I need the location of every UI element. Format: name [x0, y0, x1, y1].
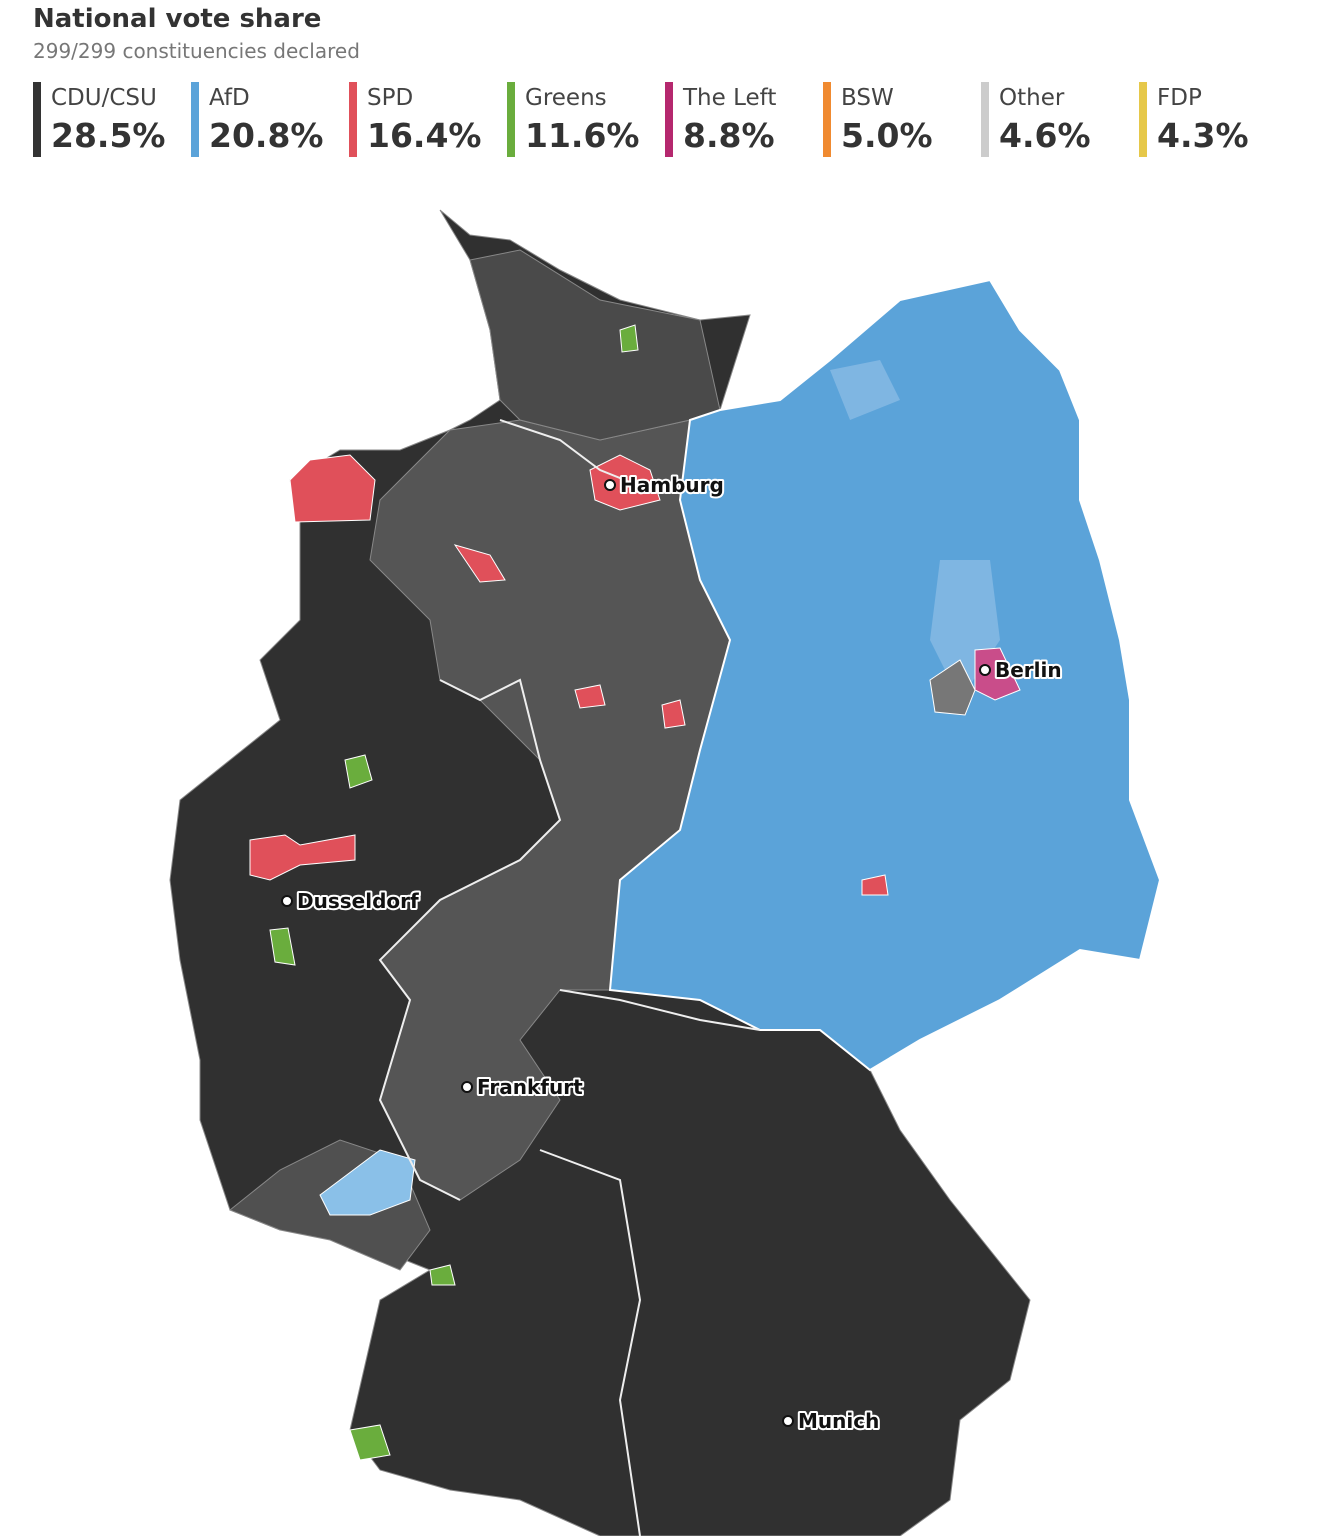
legend-swatch: [823, 82, 831, 157]
other-area: [929, 659, 976, 716]
city-dot: [979, 664, 991, 676]
left-area: [974, 647, 1021, 701]
city-label: Munich: [798, 1409, 879, 1433]
legend-share: 20.8%: [209, 116, 324, 155]
spd-area: [249, 834, 356, 881]
legend-swatch: [33, 82, 41, 157]
legend-party: Greens: [525, 85, 607, 111]
title: National vote share: [33, 4, 321, 34]
legend-party: BSW: [841, 85, 894, 111]
greens-area: [269, 927, 296, 966]
city-label: Berlin: [995, 658, 1062, 682]
legend-party: FDP: [1157, 85, 1202, 111]
city-dot: [281, 895, 293, 907]
legend-swatch: [191, 82, 199, 157]
region-light-blue: [830, 360, 900, 420]
region-gray: [469, 249, 721, 441]
borders: [378, 419, 761, 1536]
state-border: [378, 678, 562, 1201]
legend-swatch: [981, 82, 989, 157]
state-border: [539, 1149, 642, 1536]
legend-party: SPD: [367, 85, 413, 111]
legend-share: 28.5%: [51, 116, 166, 155]
city-label: Hamburg: [620, 473, 724, 497]
legend-share: 4.6%: [999, 116, 1091, 155]
city-dot: [782, 1415, 794, 1427]
city-label: Frankfurt: [477, 1075, 583, 1099]
state-border: [559, 989, 761, 1031]
legend-party: Other: [999, 85, 1065, 111]
legend-share: 5.0%: [841, 116, 933, 155]
legend-share: 11.6%: [525, 116, 640, 155]
city-labels: Hamburg Berlin Dusseldorf Frankfurt Munich: [281, 471, 1064, 1435]
legend-party: AfD: [209, 85, 250, 111]
legend-party: The Left: [682, 85, 776, 111]
greens-area: [344, 754, 373, 789]
spd-area: [289, 454, 376, 523]
legend-swatch: [1139, 82, 1147, 157]
state-border: [499, 419, 651, 491]
spd-area: [574, 684, 606, 709]
city-dot: [604, 479, 616, 491]
spd-area: [589, 454, 661, 511]
region-east: [608, 278, 1162, 1072]
legend-swatch: [349, 82, 357, 157]
legend-swatch: [665, 82, 673, 157]
legend-swatch: [507, 82, 515, 157]
legend: CDU/CSU 28.5% AfD 20.8% SPD 16.4% Greens 11.6% T…: [33, 82, 1249, 157]
legend-share: 4.3%: [1157, 116, 1249, 155]
map: [169, 209, 1162, 1536]
legend-party: CDU/CSU: [51, 85, 157, 111]
subtitle: 299/299 constituencies declared: [33, 39, 360, 63]
city-dot: [461, 1081, 473, 1093]
city-label: Dusseldorf: [297, 889, 419, 913]
legend-share: 8.8%: [683, 116, 775, 155]
spd-area: [861, 874, 889, 896]
greens-area: [619, 324, 639, 353]
greens-area: [349, 1424, 391, 1461]
legend-share: 16.4%: [367, 116, 482, 155]
spd-area: [661, 699, 686, 729]
spd-area: [453, 544, 506, 583]
afd-area-west: [319, 1149, 416, 1216]
greens-area: [429, 1264, 456, 1286]
